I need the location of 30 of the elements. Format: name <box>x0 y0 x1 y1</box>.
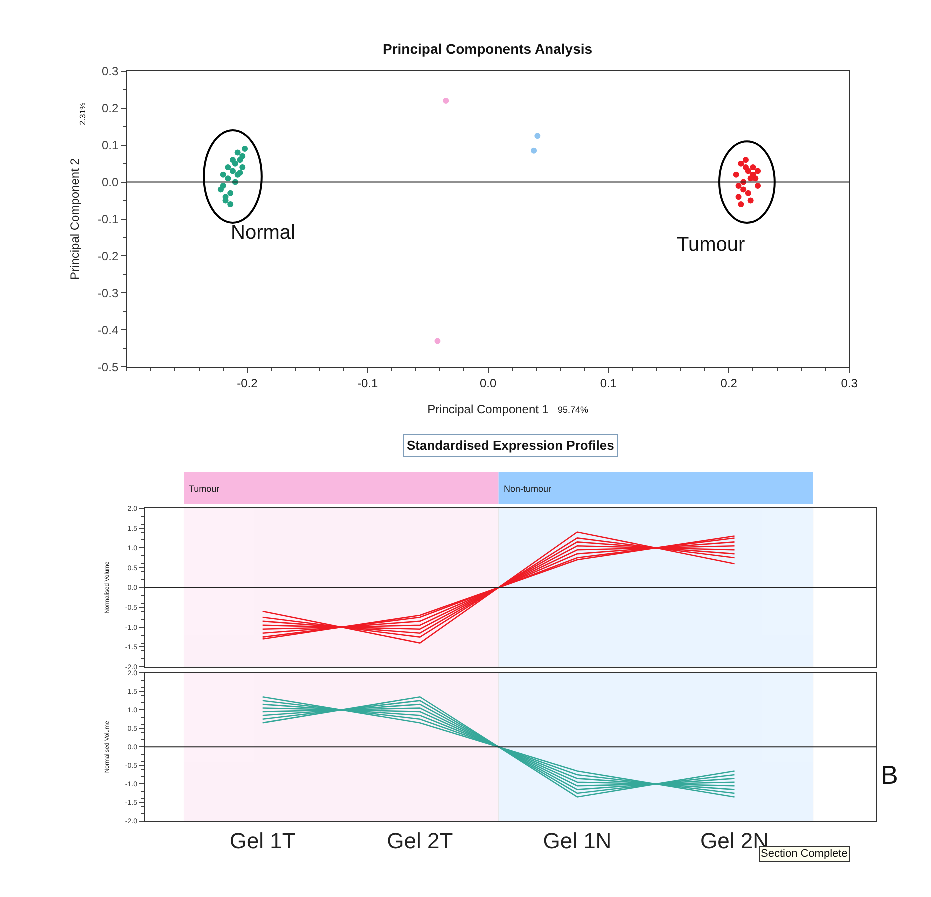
x-tick-label: -0.2 <box>237 376 258 390</box>
y-tick-label: 0.2 <box>102 102 119 116</box>
x-tick-label: Gel 1T <box>230 828 296 854</box>
x-tick-label: 0.3 <box>841 376 858 390</box>
y-axis-title: Principal Component 2 <box>68 158 82 280</box>
band-label: Non-tumour <box>504 484 552 494</box>
x-tick-label: 0.1 <box>600 376 618 390</box>
y-tick-label: 0.3 <box>102 64 119 79</box>
x-tick-label: Gel 1N <box>543 828 612 854</box>
annotation: Tumour <box>677 234 746 256</box>
y-tick-label: 0.1 <box>102 138 119 153</box>
x-tick-label: -0.1 <box>358 376 379 390</box>
chart-title: Standardised Expression Profiles <box>407 438 614 453</box>
text: B <box>881 760 898 790</box>
x-axis-title: Principal Component 1 <box>428 402 550 416</box>
chart-title: Principal Components Analysis <box>383 41 593 57</box>
y-tick-label: -0.1 <box>98 212 119 226</box>
text: 95.74% <box>558 405 589 415</box>
y-tick-label: -0.2 <box>98 249 119 264</box>
x-tick-label: 0.2 <box>720 376 738 390</box>
x-tick-label: 0.0 <box>480 376 497 390</box>
x-tick-label: Gel 2T <box>387 828 454 854</box>
y-tick-label: -0.5 <box>98 360 119 374</box>
text: 2.31% <box>78 102 88 126</box>
text: Section Complete <box>761 848 848 860</box>
band-label: Tumour <box>189 484 220 494</box>
y-tick-label: -0.3 <box>98 286 119 300</box>
y-tick-label: 0.0 <box>102 175 119 190</box>
y-tick-label: -0.4 <box>98 323 119 338</box>
annotation: Normal <box>231 222 296 244</box>
